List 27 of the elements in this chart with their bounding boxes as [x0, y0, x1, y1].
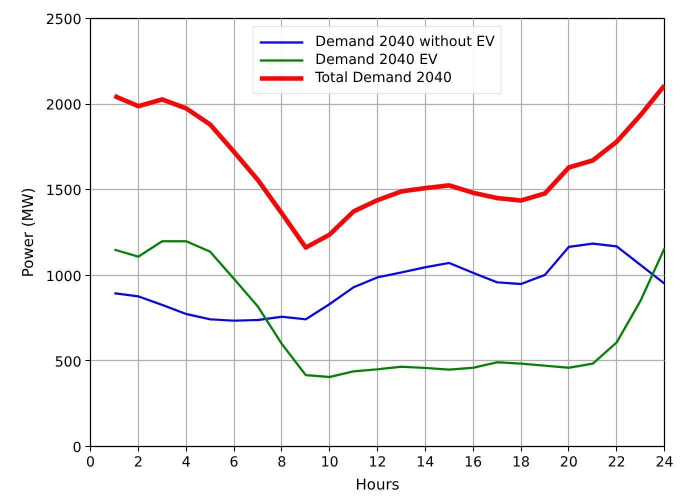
x-tick-label: 12 — [368, 454, 386, 470]
y-tick-label: 1500 — [46, 183, 82, 200]
x-tick-label: 22 — [608, 454, 626, 470]
x-axis-title: Hours — [356, 476, 400, 494]
x-tick-label: 6 — [230, 454, 239, 470]
x-tick-label: 16 — [464, 454, 482, 470]
y-tick-label: 2000 — [46, 98, 82, 114]
x-tick-label: 24 — [656, 454, 674, 470]
y-tick-label: 500 — [54, 354, 82, 370]
x-tick-label: 2 — [134, 454, 143, 470]
legend-label: Demand 2040 EV — [315, 52, 438, 68]
x-tick-label: 4 — [182, 454, 191, 470]
line-series — [112, 83, 664, 250]
x-tick-label: 14 — [416, 454, 434, 470]
x-tick-label: 10 — [320, 454, 339, 470]
y-tick-label: 2500 — [46, 12, 82, 28]
legend-label: Total Demand 2040 — [315, 70, 452, 86]
line-series — [113, 240, 664, 378]
legend-label: Demand 2040 without EV — [315, 34, 495, 50]
line-series — [113, 242, 664, 322]
x-tick-label: 20 — [560, 454, 578, 470]
y-tick-label: 0 — [72, 440, 82, 456]
x-tick-label: 0 — [86, 454, 95, 470]
x-tick-label: 18 — [512, 454, 530, 470]
y-axis-title: Power (MW) — [18, 188, 37, 278]
x-tick-label: 8 — [277, 454, 286, 470]
y-tick-label: 1000 — [46, 268, 82, 285]
